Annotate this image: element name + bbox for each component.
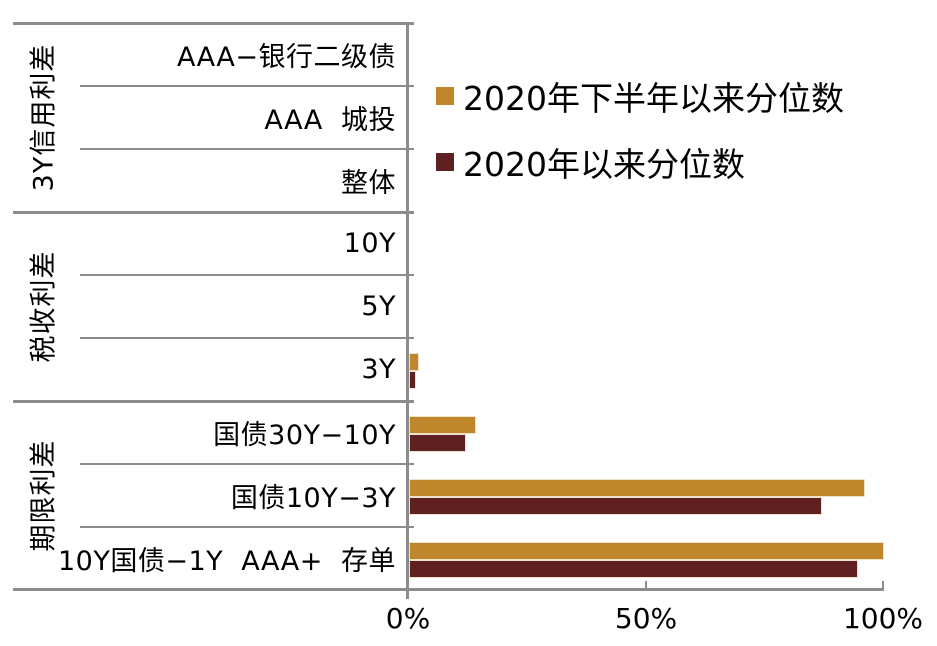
group-label-text: 税收利差: [28, 250, 60, 363]
bar-series1-cat5: [409, 371, 416, 389]
category-label-4: 5Y: [361, 291, 396, 322]
bar-series1-cat6: [409, 434, 466, 452]
category-separator-line: [80, 526, 414, 528]
category-label-7: 国债10Y−3Y: [230, 483, 396, 514]
legend-label-2020: 2020年以来分位数: [463, 145, 745, 184]
group-label-text: 3Y信用利差: [28, 43, 60, 192]
legend-swatch-gold: [436, 87, 454, 105]
x-axis-line: [13, 588, 884, 591]
group-boundary-line: [13, 400, 414, 403]
group-label-0: 3Y信用利差: [6, 23, 76, 212]
category-separator-line: [80, 148, 414, 150]
bar-series0-cat7: [409, 479, 865, 497]
bar-series1-cat8: [409, 560, 858, 578]
group-boundary-line: [13, 22, 414, 25]
category-label-6: 国债30Y−10Y: [213, 420, 396, 451]
category-separator-line: [80, 85, 414, 87]
bar-series0-cat8: [409, 542, 884, 560]
category-label-2: 整体: [341, 168, 396, 199]
legend-item-2020: 2020年以来分位数: [436, 142, 745, 184]
category-label-8: 10Y国债−1Y AAA+ 存单: [57, 546, 396, 577]
category-label-3: 10Y: [343, 228, 396, 259]
category-label-1: AAA 城投: [264, 105, 396, 136]
x-tick-mark: [882, 581, 884, 590]
bar-series1-cat7: [409, 497, 822, 515]
group-boundary-line: [13, 211, 414, 214]
category-separator-line: [80, 463, 414, 465]
legend-item-h2-2020: 2020年下半年以来分位数: [436, 76, 844, 118]
legend-swatch-maroon: [436, 153, 454, 171]
category-label-0: AAA−银行二级债: [176, 42, 396, 73]
category-label-5: 3Y: [361, 354, 396, 385]
bar-series0-cat5: [409, 353, 419, 371]
x-tick-label: 100%: [842, 602, 924, 635]
x-tick-mark: [645, 581, 647, 590]
legend-label-h2-2020: 2020年下半年以来分位数: [463, 79, 844, 118]
category-separator-line: [80, 337, 414, 339]
group-label-1: 税收利差: [6, 212, 76, 401]
x-tick-label: 50%: [614, 602, 678, 635]
bar-series0-cat6: [409, 416, 476, 434]
category-separator-line: [80, 274, 414, 276]
y-axis-line: [406, 23, 409, 599]
x-tick-label: 0%: [385, 602, 431, 635]
group-label-text: 期限利差: [28, 439, 60, 552]
